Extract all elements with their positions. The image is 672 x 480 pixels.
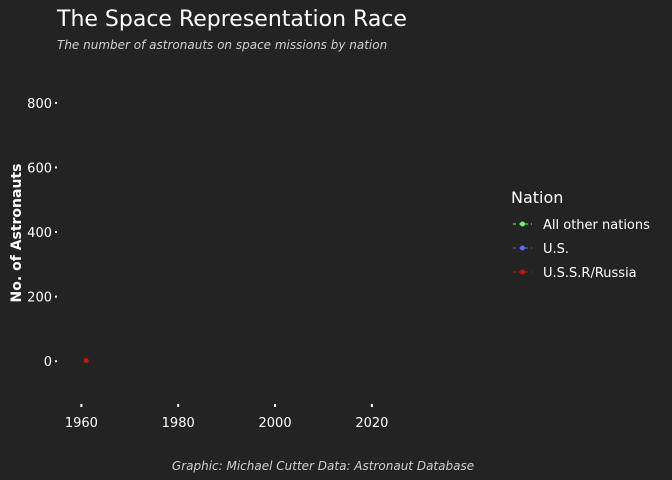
y-axis-title: No. of Astronauts (9, 164, 25, 303)
legend-label: U.S.S.R/Russia (543, 266, 637, 281)
chart-title: The Space Representation Race (56, 7, 407, 32)
legend-label: All other nations (543, 218, 650, 233)
legend-label: U.S. (543, 242, 569, 257)
x-tick-label: 2020 (355, 416, 388, 431)
data-point (83, 358, 89, 364)
y-tick-label: 400 (27, 226, 52, 241)
y-tick-label: 800 (27, 97, 52, 112)
data-points (83, 358, 89, 364)
legend-title: Nation (511, 188, 563, 207)
legend: Nation All other nations U.S. U.S.S.R/Russ… (511, 188, 650, 281)
y-tick-label: 600 (27, 161, 52, 176)
y-axis: 0 200 400 600 800 (27, 97, 57, 370)
x-tick-label: 1960 (65, 416, 98, 431)
legend-marker (520, 221, 525, 227)
legend-marker (520, 269, 525, 275)
x-axis: 1960 1980 2000 2020 (65, 404, 388, 431)
chart-subtitle: The number of astronauts on space missio… (57, 38, 387, 52)
y-tick-label: 200 (27, 291, 52, 306)
legend-marker (520, 245, 525, 251)
x-tick-label: 2000 (259, 416, 292, 431)
x-tick-label: 1980 (162, 416, 195, 431)
y-tick-label: 0 (44, 355, 52, 370)
chart-caption: Graphic: Michael Cutter Data: Astronaut … (172, 459, 474, 473)
